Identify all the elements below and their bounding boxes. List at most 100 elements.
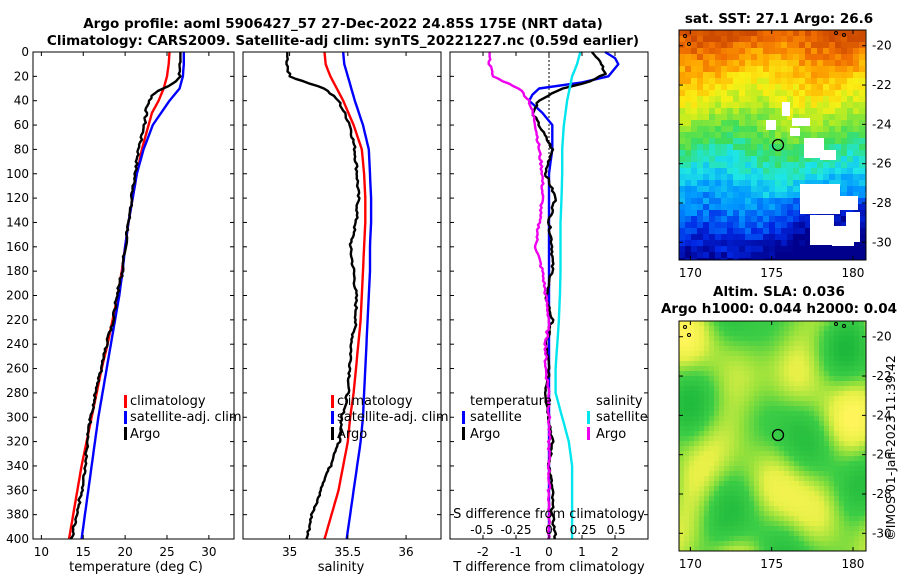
sst-cell [799,222,806,229]
sla-cell [754,536,760,542]
sst-cell [703,216,710,223]
sla-cell [844,491,850,497]
sla-cell [789,321,795,327]
sst-cell [805,102,812,109]
sla-cell [749,401,755,407]
sst-cell [841,84,848,91]
sla-cell [759,446,765,452]
sst-cell [679,138,686,145]
sst-cell [835,36,842,43]
sla-cell [739,441,745,447]
sst-cell [703,204,710,211]
sla-cell [859,391,865,397]
sla-cell [754,391,760,397]
coastline-fragment [842,324,846,328]
sla-cell [749,531,755,537]
sst-cell [709,102,716,109]
sla-cell [679,501,685,507]
s-difference-x-label: S difference from climatology [453,507,645,522]
sla-cell [859,341,865,347]
sla-cell [729,371,735,377]
sla-cell [734,356,740,362]
sla-cell [824,346,830,352]
sla-cell [794,456,800,462]
sla-cell [814,451,820,457]
sla-cell [759,461,765,467]
sla-cell [694,331,700,337]
sst-cell [769,216,776,223]
sla-cell [689,491,695,497]
sla-cell [744,511,750,517]
sla-cell [749,371,755,377]
sla-cell [824,376,830,382]
sst-cell [829,246,836,253]
sst-cell [709,48,716,55]
sla-cell [754,426,760,432]
sst-cell [727,132,734,139]
sla-cell [709,496,715,502]
sla-cell [689,521,695,527]
sst-cell [835,108,842,115]
sla-cell [849,436,855,442]
sla-cell [734,451,740,457]
sst-cell [721,66,728,73]
sla-cell [774,541,780,547]
sst-cell [709,228,716,235]
sst-cell [859,240,866,247]
sla-cell [719,451,725,457]
sla-cell [849,496,855,502]
sst-cell [745,126,752,133]
sla-cell [849,446,855,452]
sst-cell [685,228,692,235]
sla-cell [689,416,695,422]
sla-cell [764,461,770,467]
sla-cell [729,441,735,447]
sla-cell [854,541,860,547]
sla-cell [809,496,815,502]
sla-cell [824,516,830,522]
sla-cell [864,381,866,387]
sst-cell [751,114,758,121]
series-line-argo [69,52,182,540]
sla-cell [724,531,730,537]
sla-cell [759,526,765,532]
sla-cell [739,471,745,477]
sla-cell [704,351,710,357]
sst-cell [745,48,752,55]
sst-cell [829,114,836,121]
sst-cell [817,126,824,133]
sla-cell [704,491,710,497]
sst-cell [739,240,746,247]
sla-cell [679,451,685,457]
sst-cell [733,234,740,241]
sla-cell [719,481,725,487]
sst-cell [763,36,770,43]
sla-cell [754,441,760,447]
sla-cell [734,406,740,412]
sla-cell [749,471,755,477]
sst-cell [787,258,794,260]
sla-cell [754,401,760,407]
sla-cell [834,416,840,422]
sst-cell [775,108,782,115]
sst-cell [829,168,836,175]
sst-cell [697,258,704,260]
sst-cell [787,84,794,91]
legend-label-climatology: climatology [337,394,413,409]
sla-cell [844,396,850,402]
figure-title-line2: Climatology: CARS2009. Satellite-adj cli… [47,33,639,49]
sst-cell [697,102,704,109]
sla-cell [694,506,700,512]
sla-cell [704,446,710,452]
sla-cell [729,426,735,432]
sla-cell [759,396,765,402]
sla-cell [814,506,820,512]
sla-cell [764,386,770,392]
sla-cell [839,476,845,482]
sla-cell [794,386,800,392]
sla-cell [789,526,795,532]
sla-cell [719,491,725,497]
legend-label-s-argo: Argo [596,427,626,442]
sst-cell [733,84,740,91]
sla-cell [849,481,855,487]
